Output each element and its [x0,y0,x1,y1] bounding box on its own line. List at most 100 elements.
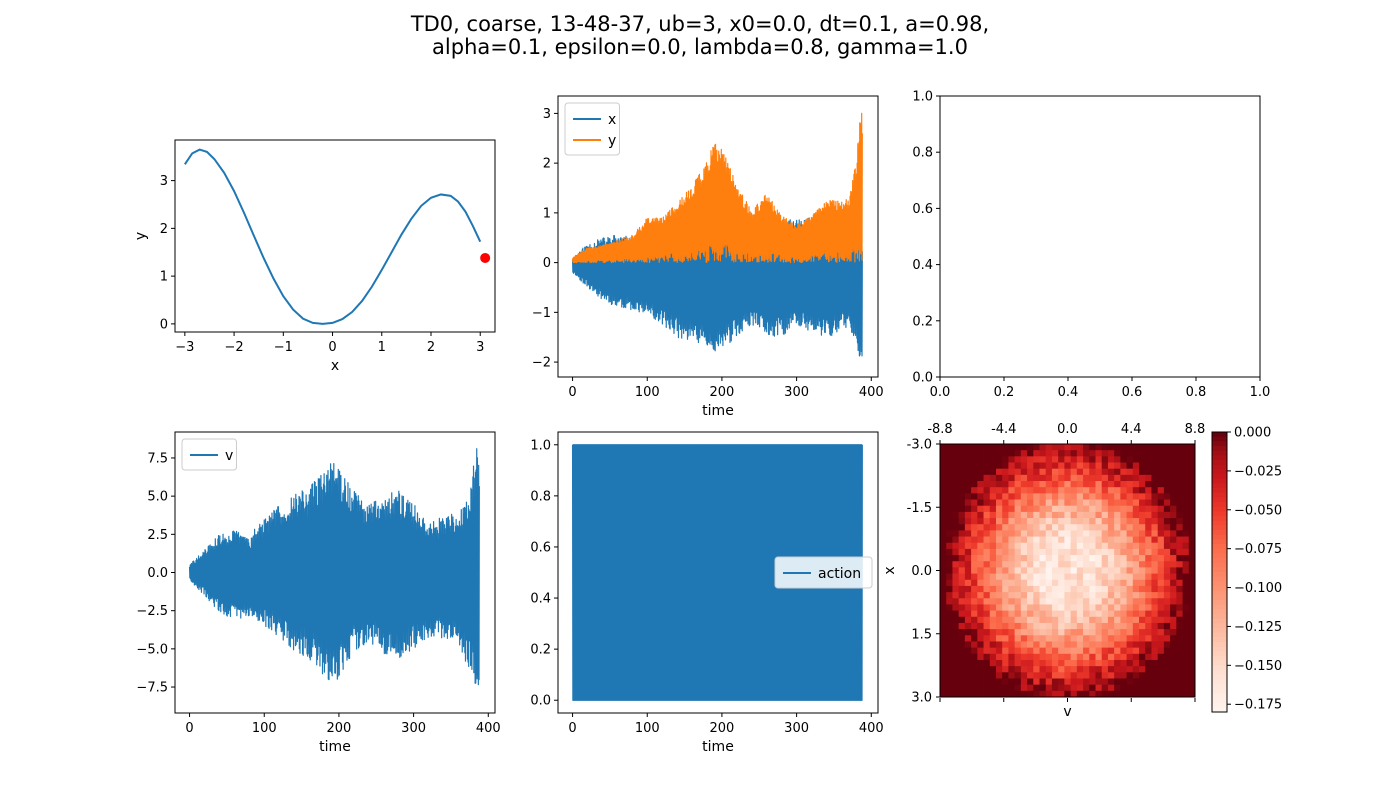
heatmap-cell [1002,561,1009,568]
heatmap-cell [1145,592,1152,599]
heatmap-cell [1188,567,1196,574]
heatmap-cell [1076,666,1084,673]
heatmap-cell [1176,468,1183,476]
heatmap-cell [1120,474,1127,482]
heatmap-cell [940,579,947,587]
heatmap-cell [1083,573,1090,581]
heatmap-cell [971,468,978,476]
heatmap-cell [1132,444,1140,451]
heatmap-cell [1008,622,1016,630]
heatmap-cell [1120,592,1127,599]
heatmap-cell [946,635,953,642]
heatmap-cell [1101,579,1109,587]
heatmap-cell [983,505,991,513]
heatmap-cell [1188,579,1196,587]
heatmap-cell [952,555,960,562]
heatmap-cell [1114,635,1121,642]
heatmap-cell [1058,616,1065,624]
heatmap-cell [1039,610,1047,618]
heatmap-cell [1039,474,1047,482]
heatmap-cell [983,524,991,531]
heatmap-cell [1101,567,1109,574]
heatmap-cell [1107,462,1115,470]
heatmap-cell [1014,684,1022,692]
heatmap-cell [1039,450,1047,457]
heatmap-cell [1002,573,1009,581]
heatmap-cell [1020,653,1028,661]
heatmap-cell [1051,548,1059,556]
heatmap-cell [983,629,991,636]
heatmap-cell [1132,629,1140,636]
heatmap-cell [1163,561,1171,568]
heatmap-cell [977,666,984,673]
y-tick-label: 0.4 [912,258,933,273]
heatmap-cell [1064,653,1072,661]
heatmap-cell [1101,610,1109,618]
heatmap-cell [1083,493,1090,500]
heatmap-cell [1064,462,1072,470]
heatmap-cell [1014,666,1022,673]
heatmap-cell [1095,659,1103,667]
heatmap-cell [1145,444,1152,451]
heatmap-cell [971,653,978,661]
x-tick-label: 0.4 [1058,385,1079,400]
heatmap-cell [964,462,972,470]
heatmap-cell [977,616,984,624]
heatmap-cell [977,530,984,537]
heatmap-cell [1126,511,1134,519]
y-tick-label: -3.0 [907,438,932,453]
heatmap-cell [1014,610,1022,618]
heatmap-cell [1089,678,1096,686]
heatmap-cell [1120,585,1127,593]
heatmap-cell [1139,450,1146,457]
heatmap-cell [1039,555,1047,562]
heatmap-cell [1089,536,1096,544]
heatmap-cell [1145,542,1152,550]
value-map-axes: -8.8 -4.4 0.0 4.4 8.8-3.0-1.50.01.53.0vx0.00… [882,422,1282,720]
colorbar-step [1212,460,1227,466]
heatmap-cell [1045,573,1053,581]
heatmap-cell [1045,666,1053,673]
heatmap-cell [989,684,997,692]
heatmap-cell [1114,493,1121,500]
heatmap-cell [1151,505,1159,513]
heatmap-cell [1114,585,1121,593]
heatmap-cell [989,622,997,630]
heatmap-cell [1157,462,1165,470]
heatmap-cell [1020,474,1028,482]
colorbar-step [1212,637,1227,643]
heatmap-cell [1132,524,1140,531]
heatmap-cell [971,474,978,482]
heatmap-cell [1008,659,1016,667]
heatmap-cell [1114,604,1121,612]
heatmap-cell [1120,450,1127,457]
heatmap-cell [1027,462,1034,470]
heatmap-cell [1126,690,1134,698]
heatmap-cell [1020,555,1028,562]
y-tick-label: 3 [543,107,551,122]
heatmap-cell [971,493,978,500]
heatmap-cell [1182,444,1190,451]
heatmap-cell [1139,616,1146,624]
heatmap-cell [1132,653,1140,661]
heatmap-cell [1033,444,1040,451]
heatmap-cell [1064,610,1072,618]
heatmap-cell [1188,524,1196,531]
y-tick-label: 0.0 [147,566,168,581]
heatmap-cell [1008,481,1016,488]
heatmap-cell [1076,524,1084,531]
heatmap-cell [1064,499,1072,507]
heatmap-cell [1176,678,1183,686]
heatmap-cell [1126,530,1134,537]
heatmap-cell [1083,678,1090,686]
heatmap-cell [1114,487,1121,494]
heatmap-cell [995,530,1003,537]
heatmap-cell [1163,622,1171,630]
heatmap-cell [1039,641,1047,649]
heatmap-cell [1182,573,1190,581]
colorbar-step [1212,567,1227,573]
heatmap-cell [958,573,966,581]
heatmap-cell [1076,573,1084,581]
heatmap-cell [1027,585,1034,593]
heatmap-cell [1014,542,1022,550]
